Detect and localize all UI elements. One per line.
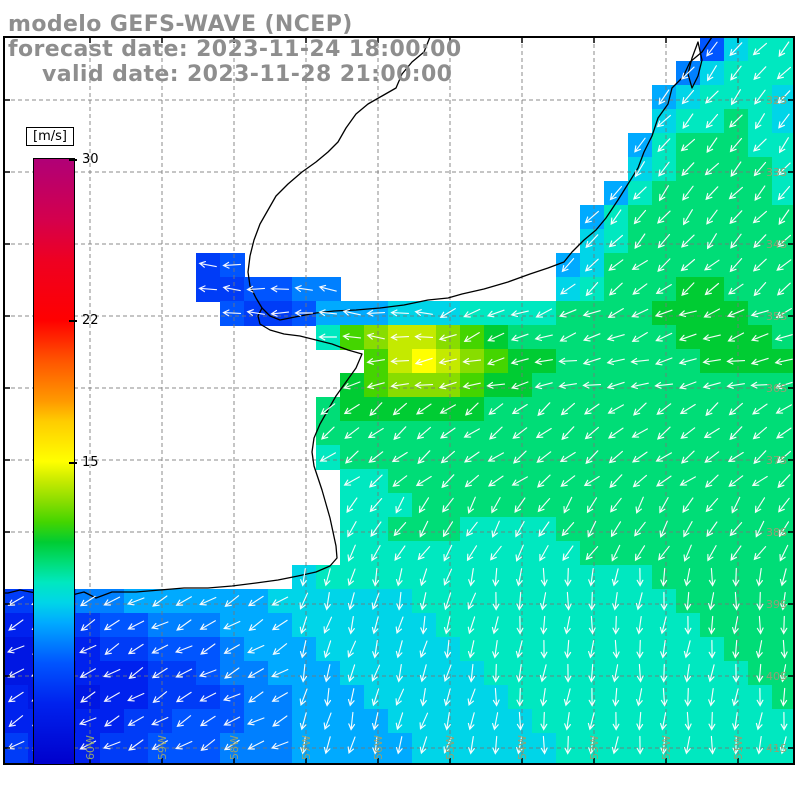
- colorbar-tick-mark: [69, 461, 77, 464]
- lon-tick-label: 59W: [156, 735, 169, 760]
- colorbar-tick-label: 22: [82, 313, 99, 329]
- lon-tick-label: 57W: [300, 735, 313, 760]
- colorbar-units-label: [m/s]: [26, 127, 74, 146]
- colorbar-tick-label: 15: [82, 454, 99, 470]
- map-frame: [3, 36, 795, 765]
- lon-tick-label: 56W: [372, 735, 385, 760]
- lon-tick-label: 54W: [516, 735, 529, 760]
- colorbar-tick-mark: [69, 320, 77, 323]
- chart-title: modelo GEFS-WAVE (NCEP): [8, 12, 353, 37]
- lat-tick-label: 32S: [766, 94, 787, 107]
- lat-tick-label: 36S: [766, 382, 787, 395]
- lat-tick-label: 37S: [766, 454, 787, 467]
- chart-header: modelo GEFS-WAVE (NCEP) forecast date: 2…: [8, 12, 462, 87]
- lon-tick-label: 52W: [660, 735, 673, 760]
- lon-tick-label: 58W: [228, 735, 241, 760]
- lon-tick-label: 53W: [588, 735, 601, 760]
- colorbar: 30 22 15: [33, 152, 99, 765]
- lat-tick-label: 39S: [766, 598, 787, 611]
- colorbar-tick-label: 30: [82, 152, 99, 167]
- wind-speed-field: [4, 37, 794, 764]
- coastline: [3, 36, 713, 599]
- lat-tick-label: 41S: [766, 742, 787, 755]
- lat-tick-label: 34S: [766, 238, 787, 251]
- lat-tick-label: 33S: [766, 166, 787, 179]
- colorbar-tick-mark: [69, 159, 77, 161]
- axis-labels: 32S 33S 34S 35S 36S 37S 38S 39S 40S 41S 60W 59W 58W 5…: [84, 94, 787, 760]
- lon-tick-label: 60W: [84, 735, 97, 760]
- lat-tick-label: 40S: [766, 670, 787, 683]
- lat-tick-label: 35S: [766, 310, 787, 323]
- lat-tick-label: 38S: [766, 526, 787, 539]
- valid-date: valid date: 2023-11-28 21:00:00: [42, 62, 453, 87]
- forecast-date: forecast date: 2023-11-24 18:00:00: [8, 37, 462, 62]
- lon-tick-label: 55W: [444, 735, 457, 760]
- lon-tick-label: 51W: [732, 735, 745, 760]
